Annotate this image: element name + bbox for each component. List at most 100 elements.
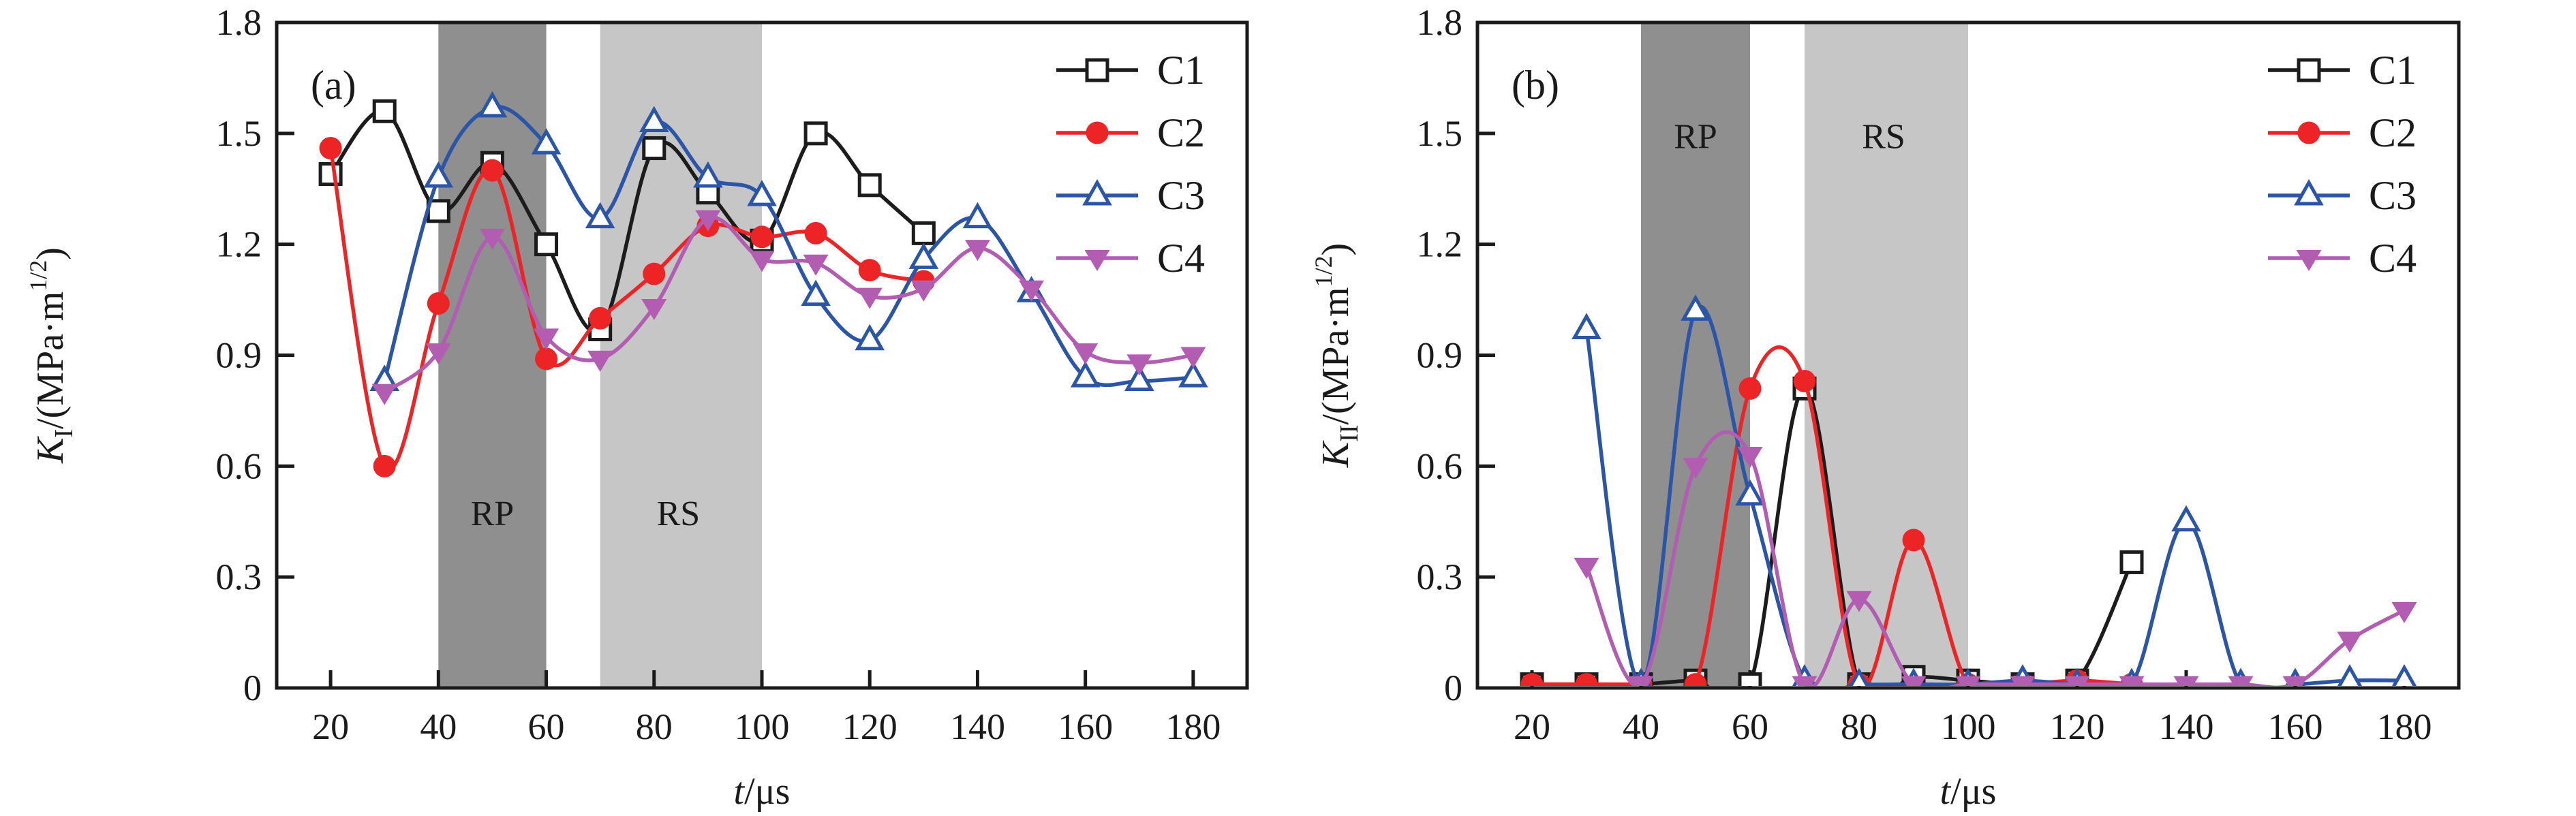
x-tick-label-a: 20 xyxy=(312,706,349,747)
y-tick-label-b: 0.6 xyxy=(1417,445,1463,486)
series-C4-marker-b xyxy=(1901,676,1927,686)
series-C2-marker-a xyxy=(804,221,827,245)
series-C2-marker-a xyxy=(858,259,881,282)
y-tick-label-b: 0.3 xyxy=(1417,556,1463,597)
series-C2-marker-b xyxy=(1575,673,1598,686)
axis-ticks-b: 20 40 60 80 100 120 140 160 180 0 0.3 0.6 0.9 1.2 1.5 1… xyxy=(1417,2,2432,747)
legend-b: C1 C2 C3 C4 xyxy=(2268,48,2417,281)
series-C4-marker-b xyxy=(1846,591,1872,612)
legend-marker-C4 xyxy=(2296,250,2322,271)
legend-item-C4-b: C4 xyxy=(2268,236,2417,281)
x-tick-label-a: 160 xyxy=(1058,706,1113,747)
series-C4-marker-a xyxy=(749,251,775,272)
series-C4-marker-b xyxy=(2064,676,2090,686)
legend-marker-C3 xyxy=(1082,178,1112,206)
x-tick-label-b: 40 xyxy=(1623,706,1659,747)
legend-item-C1-b: C1 xyxy=(2268,48,2417,93)
y-tick-label-a: 1.5 xyxy=(216,113,262,154)
series-C3-marker-a xyxy=(1070,360,1101,388)
x-tick-label-b: 20 xyxy=(1514,706,1550,747)
series-C3-marker-b xyxy=(1681,294,1711,321)
x-tick-label-a: 100 xyxy=(735,706,790,747)
series-C3-marker-a xyxy=(801,279,831,307)
series-C4-marker-b xyxy=(1737,447,1763,469)
legend-item-C2-b: C2 xyxy=(2268,110,2417,155)
y-tick-label-b: 0.9 xyxy=(1417,335,1463,376)
legend-item-C3-a: C3 xyxy=(1056,173,1205,218)
legend-label-C1: C1 xyxy=(1157,48,1205,93)
series-C1-marker-a xyxy=(318,162,343,187)
series-C4-marker-b xyxy=(1628,676,1654,686)
series-C2-marker-a xyxy=(535,347,558,371)
band-rp-a xyxy=(438,22,547,688)
x-tick-label-a: 120 xyxy=(842,706,898,747)
band-label-rs-a: RS xyxy=(657,495,701,533)
x-tick-label-b: 160 xyxy=(2268,706,2323,747)
legend-item-C2-a: C2 xyxy=(1056,110,1205,155)
series-C2-line-b xyxy=(1530,345,2134,686)
series-C1-marker-a xyxy=(857,173,882,198)
legend-label-C3: C3 xyxy=(1157,173,1205,218)
legend-item-C4-a: C4 xyxy=(1056,236,1205,281)
series-C1-marker-b xyxy=(1738,672,1762,686)
plot-data-a xyxy=(318,91,1208,477)
series-C2-marker-a xyxy=(319,137,342,160)
legend-label-C4: C4 xyxy=(1157,236,1205,281)
series-C3-marker-b xyxy=(2337,664,2363,686)
series-C2-marker-a xyxy=(373,454,396,477)
panel-letter-a: (a) xyxy=(311,63,356,108)
legend-marker-C2 xyxy=(2297,121,2320,144)
y-tick-label-a: 1.8 xyxy=(216,2,262,43)
band-label-rs-b: RS xyxy=(1862,118,1905,157)
series-C4-marker-a xyxy=(1180,347,1206,368)
legend-label-C2: C2 xyxy=(1157,110,1205,155)
series-C2-marker-b xyxy=(1902,529,1925,552)
legend-item-C3-b: C3 xyxy=(2268,173,2417,218)
y-tick-label-b: 1.8 xyxy=(1417,2,1463,43)
series-C3-marker-a xyxy=(693,161,723,188)
series-C4-marker-a xyxy=(425,343,451,365)
band-label-rp-b: RP xyxy=(1674,118,1717,157)
series-C4-marker-a xyxy=(695,210,721,232)
y-tick-label-b: 0 xyxy=(1444,668,1462,708)
series-C4-marker-a xyxy=(1126,354,1152,376)
panel-a: RP RS 20 40 60 80 100 120 140 160 180 0 0.3 0.6 0.9 1.2… xyxy=(25,2,1249,813)
series-C1-marker-a xyxy=(911,221,936,245)
series-C4-marker-a xyxy=(857,287,883,309)
series-C4-marker-a xyxy=(641,298,667,320)
legend-item-C1-a: C1 xyxy=(1056,48,1205,93)
y-tick-label-a: 1.2 xyxy=(216,224,262,265)
legend-label-C1: C1 xyxy=(2369,48,2417,93)
series-C3-marker-a xyxy=(1178,360,1208,388)
series-C3-marker-a xyxy=(1124,364,1154,391)
legend-label-C2: C2 xyxy=(2369,110,2417,155)
x-tick-label-b: 180 xyxy=(2377,706,2432,747)
series-C4-marker-a xyxy=(964,240,990,262)
x-tick-label-a: 140 xyxy=(950,706,1005,747)
series-C3-marker-a xyxy=(908,242,939,269)
axis-ticks-a: 20 40 60 80 100 120 140 160 180 0 0.3 0.6 0.9 1.2 1.5 1… xyxy=(216,2,1221,747)
series-C1-marker-b xyxy=(2119,550,2144,574)
series-C1-marker-a xyxy=(803,121,828,146)
series-C3-marker-b xyxy=(1571,313,1601,340)
series-C4-marker-b xyxy=(1792,676,1818,686)
series-C2-marker-b xyxy=(1738,377,1762,400)
y-tick-label-a: 0 xyxy=(243,668,262,708)
x-tick-label-a: 180 xyxy=(1165,706,1221,747)
series-C4-marker-a xyxy=(803,254,829,276)
series-C1-marker-a xyxy=(534,232,559,257)
legend-marker-C4 xyxy=(1084,250,1110,271)
series-C4-marker-b xyxy=(1683,458,1708,480)
legend-marker-C1 xyxy=(1085,58,1109,82)
series-C2-marker-a xyxy=(750,225,773,249)
y-tick-label-a: 0.9 xyxy=(216,335,262,376)
panel-letter-b: (b) xyxy=(1512,63,1559,108)
series-C4-marker-b xyxy=(2337,631,2363,653)
y-axis-title-b: KII/(MPa·m1/2) xyxy=(1310,243,1364,469)
x-tick-label-a: 80 xyxy=(636,706,673,747)
series-C3-marker-a xyxy=(585,202,615,229)
x-axis-title-b: t/μs xyxy=(1940,770,1997,813)
x-tick-label-b: 60 xyxy=(1732,706,1768,747)
